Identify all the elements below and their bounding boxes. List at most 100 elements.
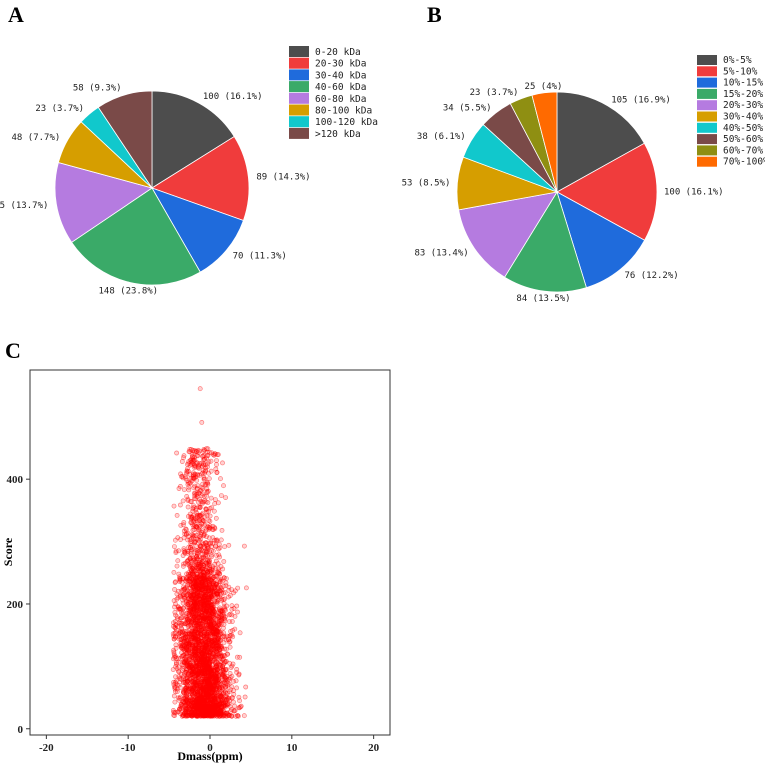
scatter-point — [237, 654, 243, 660]
scatter-point — [181, 487, 187, 493]
scatter-point — [223, 646, 229, 652]
scatter-point — [178, 643, 184, 648]
x-tick-label: -10 — [121, 742, 136, 754]
scatter-point — [227, 671, 233, 676]
scatter-point — [181, 546, 187, 551]
scatter-point — [195, 453, 200, 459]
legend-swatch — [289, 81, 309, 93]
legend-swatch — [697, 122, 717, 133]
scatter-point — [218, 695, 224, 700]
scatter-point — [205, 461, 210, 467]
scatter-point — [214, 690, 220, 696]
scatter-point — [220, 625, 226, 631]
scatter-point — [222, 616, 228, 622]
scatter-point — [200, 481, 205, 487]
scatter-point — [214, 569, 220, 575]
scatter-point — [173, 548, 179, 554]
pie-b-labels: 105 (16.9%) 100 (16.1%) 76 (12.2%) 84 (13.5… — [402, 82, 724, 304]
scatter-point — [204, 544, 210, 550]
scatter-point — [213, 466, 219, 472]
pie-slice — [556, 191, 646, 289]
scatter-point — [219, 596, 225, 602]
scatter-point — [181, 592, 186, 598]
scatter-point — [204, 631, 210, 636]
scatter-point — [203, 683, 209, 688]
y-tick-label: 400 — [7, 474, 24, 486]
scatter-point — [213, 589, 219, 595]
legend-swatch — [697, 156, 717, 167]
scatter-point — [241, 543, 247, 549]
scatter-point — [207, 659, 213, 665]
scatter-point — [185, 636, 191, 642]
scatter-point — [214, 458, 219, 463]
scatter-point — [218, 608, 223, 614]
scatter-point — [189, 629, 195, 635]
scatter-point — [223, 694, 229, 700]
scatter-point — [193, 664, 198, 670]
scatter-point — [209, 686, 215, 692]
pie-slice — [151, 136, 250, 221]
scatter-point — [203, 615, 209, 621]
scatter-point — [204, 643, 209, 648]
scatter-point — [209, 505, 215, 510]
scatter-point — [209, 696, 215, 702]
scatter-point — [209, 567, 214, 572]
scatter-point — [193, 507, 199, 513]
scatter-point — [205, 488, 211, 494]
scatter-point — [216, 642, 222, 648]
scatter-point — [172, 604, 177, 610]
y-tick-label: 200 — [7, 599, 24, 611]
scatter-point — [198, 631, 203, 637]
scatter-point — [214, 646, 220, 652]
scatter-point — [211, 452, 217, 458]
scatter-point — [191, 475, 197, 481]
legend-label: 5%-10% — [723, 66, 758, 77]
scatter-point — [184, 468, 190, 474]
scatter-point — [171, 503, 177, 509]
scatter-point — [199, 463, 205, 469]
pie-slice-label: 105 (16.9%) — [611, 96, 671, 106]
scatter-point — [173, 612, 178, 618]
scatter-point — [205, 604, 210, 610]
scatter-point — [181, 680, 186, 685]
scatter-point — [195, 698, 201, 704]
pie-slice-label: 84 (13.5%) — [516, 294, 570, 304]
scatter-point — [205, 446, 211, 452]
scatter-point — [172, 537, 178, 543]
legend-swatch — [289, 127, 309, 139]
scatter-point — [211, 508, 217, 514]
scatter-point — [181, 605, 186, 611]
legend-label: 70%-100% — [723, 157, 765, 168]
scatter-point — [172, 686, 178, 692]
pie-a-labels: 100 (16.1%) 89 (14.3%) 70 (11.3%) 148 (23.8… — [0, 84, 311, 297]
scatter-point — [234, 685, 239, 691]
scatter-point — [200, 645, 206, 651]
scatter-point — [200, 603, 206, 608]
scatter-point — [237, 630, 243, 636]
pie-slice-label: 100 (16.1%) — [664, 188, 724, 198]
legend-label: 40%-50% — [723, 123, 763, 134]
scatter-point — [214, 538, 220, 544]
pie-slice — [531, 91, 558, 193]
x-tick-label: 20 — [368, 742, 380, 754]
pie-slice-label: 58 (9.3%) — [73, 84, 122, 94]
legend-label: 50%-60% — [723, 134, 763, 145]
scatter-point — [202, 588, 208, 594]
panel-a-pie-chart: A 100 (16.1%) 89 (14.3%) 70 (11.3%) 148 (23… — [0, 2, 378, 296]
scatter-point — [172, 631, 178, 636]
scatter-point — [178, 471, 183, 477]
scatter-point — [190, 470, 196, 476]
scatter-point — [204, 549, 210, 555]
scatter-point — [206, 476, 212, 481]
scatter-point — [208, 599, 214, 605]
scatter-point — [225, 651, 231, 657]
scatter-point — [220, 671, 225, 677]
legend-label: 60-80 kDa — [315, 94, 366, 105]
pie-b-legend: 0%-5%5%-10%10%-15%15%-20%20%-30%30%-40%4… — [697, 55, 765, 168]
scatter-point — [179, 704, 184, 710]
scatter-point — [226, 542, 232, 548]
scatter-point — [186, 710, 192, 716]
legend-label: 80-100 kDa — [315, 106, 372, 117]
scatter-point — [203, 582, 208, 587]
